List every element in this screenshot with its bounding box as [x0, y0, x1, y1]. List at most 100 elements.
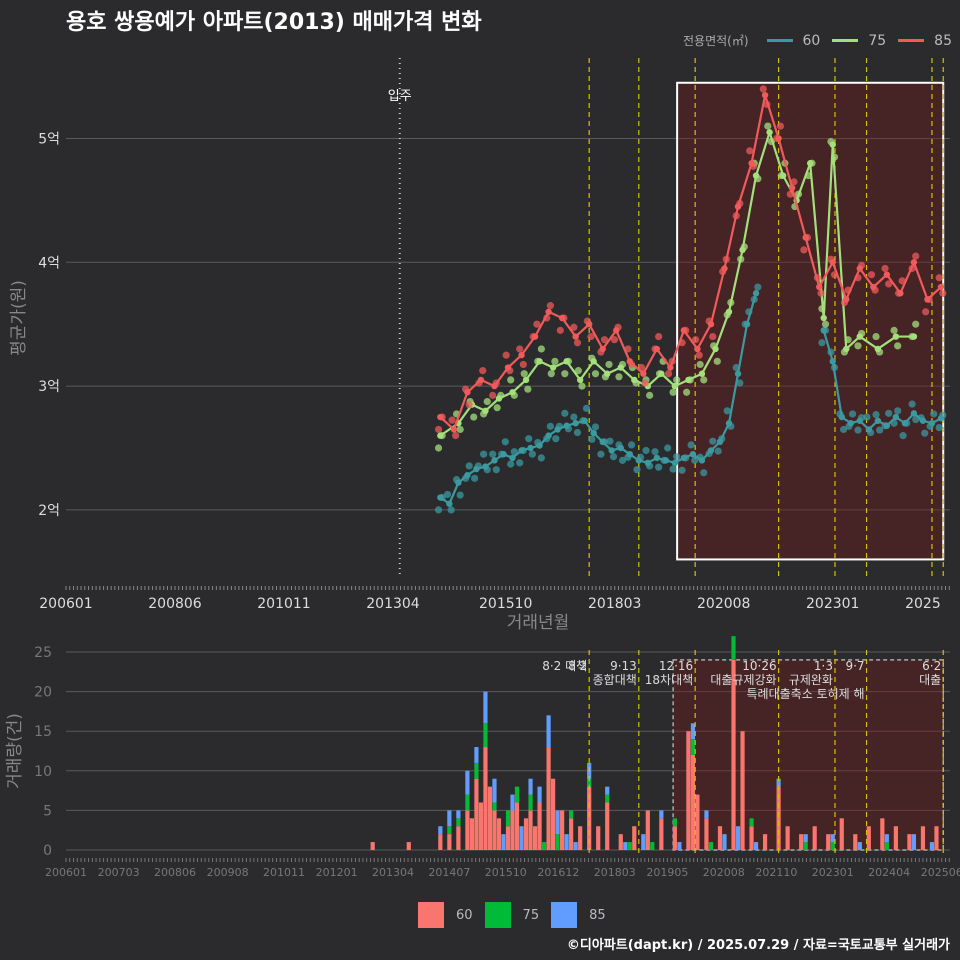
vol-bar-60: [438, 834, 443, 850]
scatter-point-60: [507, 460, 515, 468]
line-marker-60: [725, 420, 733, 427]
scatter-point-60: [754, 283, 762, 291]
vol-bar-85: [929, 842, 935, 850]
scatter-point-60: [687, 441, 695, 449]
line-marker-75: [495, 395, 503, 402]
scatter-point-85: [452, 432, 460, 440]
y-tick-label: 5억: [38, 131, 60, 147]
vol-y-tick-label: 25: [34, 645, 52, 661]
scatter-point-60b: [818, 339, 826, 347]
line-marker-75: [752, 172, 760, 179]
scatter-point-60: [655, 463, 663, 471]
vol-bar-75: [731, 636, 736, 660]
line-marker-60: [536, 442, 543, 449]
bottom-legend-box-60: [418, 902, 444, 928]
highlight-box: [676, 81, 945, 561]
scatter-point-60: [609, 453, 618, 461]
scatter-point-75: [605, 360, 613, 369]
vol-bar-60: [659, 818, 664, 850]
scatter-point-60: [582, 404, 591, 412]
line-marker-60b: [820, 327, 827, 334]
vol-bar-85: [735, 826, 741, 850]
policy-text-label: 대출: [919, 673, 941, 687]
vol-bar-60: [523, 818, 529, 850]
legend-swatch-85: [898, 39, 925, 42]
vol-bar-60: [578, 826, 583, 850]
x-tick-label: 202301: [806, 596, 859, 612]
line-marker-75: [820, 314, 827, 322]
vol-bar-60: [474, 778, 479, 850]
vol-bar-75: [803, 842, 808, 850]
line-marker-60: [734, 370, 742, 377]
scatter-point-60: [673, 453, 681, 461]
line-marker-75: [576, 376, 584, 384]
line-marker-85: [640, 370, 647, 377]
vol-bar-75: [569, 810, 574, 819]
vol-bar-60: [749, 826, 754, 850]
scatter-point-60b: [930, 410, 938, 418]
scatter-point-60: [627, 441, 636, 449]
scatter-point-75: [537, 345, 545, 353]
line-marker-85: [707, 320, 715, 328]
scatter-point-60: [443, 490, 452, 499]
vol-highlight-box: [672, 659, 944, 851]
scatter-point-85: [939, 289, 947, 297]
line-marker-60: [617, 444, 624, 452]
scatter-point-85: [885, 280, 893, 288]
y-tick-label: 4억: [38, 255, 60, 271]
scatter-point-60b: [876, 426, 884, 434]
vol-bar-85: [528, 778, 533, 795]
scatter-point-60b: [885, 409, 893, 417]
scatter-point-85: [776, 122, 785, 130]
scatter-point-60: [501, 438, 509, 446]
line-marker-75: [806, 160, 814, 167]
vol-bar-60: [618, 834, 623, 850]
scatter-point-75: [561, 370, 569, 378]
vol-bar-60: [632, 826, 637, 850]
vol-bar-85: [830, 834, 835, 843]
line-marker-85: [450, 426, 458, 433]
scatter-point-60: [651, 448, 659, 456]
line-marker-60: [437, 494, 444, 501]
scatter-point-85: [502, 351, 510, 359]
line-marker-60: [671, 459, 679, 467]
line-marker-75: [910, 333, 918, 340]
scatter-point-85: [867, 271, 876, 279]
scatter-point-85: [786, 190, 794, 198]
vol-bar-60: [731, 659, 736, 850]
y-tick-label: 2억: [38, 503, 60, 519]
vol-bar-60: [546, 747, 551, 850]
scatter-point-60: [606, 437, 614, 445]
vol-bar-60: [551, 778, 556, 850]
scatter-point-60b: [839, 425, 848, 434]
scatter-point-75: [591, 370, 600, 378]
x-axis-title: 거래년월: [507, 613, 570, 633]
line-marker-60b: [829, 358, 836, 365]
bottom-legend-item-85: 85: [551, 902, 606, 928]
vol-bar-60: [907, 834, 912, 850]
scatter-point-60: [700, 469, 708, 477]
line-marker-85: [572, 333, 579, 340]
scatter-point-85: [664, 370, 673, 378]
scatter-point-60: [570, 413, 578, 421]
vol-bar-60: [812, 826, 817, 850]
vol-bar-85: [704, 810, 709, 819]
bottom-legend-label-60: 60: [456, 907, 473, 923]
vol-bar-60: [695, 794, 700, 850]
vol-bar-85: [510, 794, 515, 811]
vol-bar-60: [465, 810, 470, 850]
scatter-point-60: [597, 450, 605, 458]
vol-bar-75: [627, 842, 632, 850]
vol-y-tick-label: 0: [43, 843, 52, 859]
vol-bar-60: [447, 834, 452, 850]
line-marker-85: [545, 308, 552, 316]
scatter-point-75: [456, 425, 464, 434]
line-marker-60b: [910, 410, 918, 417]
line-marker-85: [775, 135, 782, 142]
vol-bar-75: [708, 842, 714, 850]
scatter-point-60: [528, 450, 536, 458]
scatter-point-85: [695, 351, 703, 359]
vol-x-tick-label: 200908: [207, 866, 249, 879]
line-marker-85: [653, 345, 661, 353]
vol-bar-85: [519, 826, 524, 850]
